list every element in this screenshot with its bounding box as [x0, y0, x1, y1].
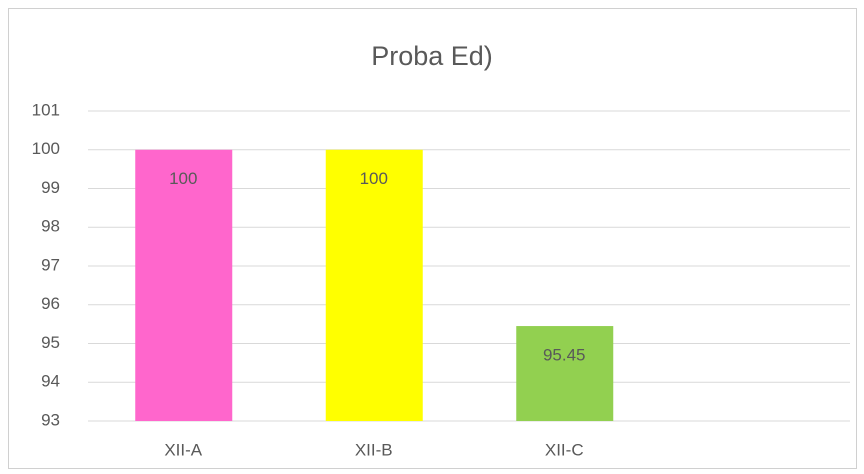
bar: [516, 326, 614, 421]
y-tick-label: 93: [41, 410, 60, 429]
data-label: 100: [169, 169, 197, 188]
x-tick-label: XII-A: [164, 440, 202, 459]
y-tick-label: 100: [32, 139, 60, 158]
y-tick-label: 97: [41, 255, 60, 274]
bar: [325, 149, 423, 421]
y-tick-label: 95: [41, 333, 60, 352]
data-label: 95.45: [543, 346, 586, 365]
y-tick-label: 99: [41, 178, 60, 197]
y-tick-label: 94: [41, 372, 60, 391]
chart-title: Proba Ed): [371, 41, 493, 71]
y-tick-label: 96: [41, 294, 60, 313]
data-label: 100: [360, 169, 388, 188]
bar: [135, 149, 233, 421]
x-tick-label: XII-C: [545, 440, 584, 459]
y-tick-label: 101: [32, 100, 60, 119]
y-tick-label: 98: [41, 217, 60, 236]
x-tick-label: XII-B: [355, 440, 393, 459]
